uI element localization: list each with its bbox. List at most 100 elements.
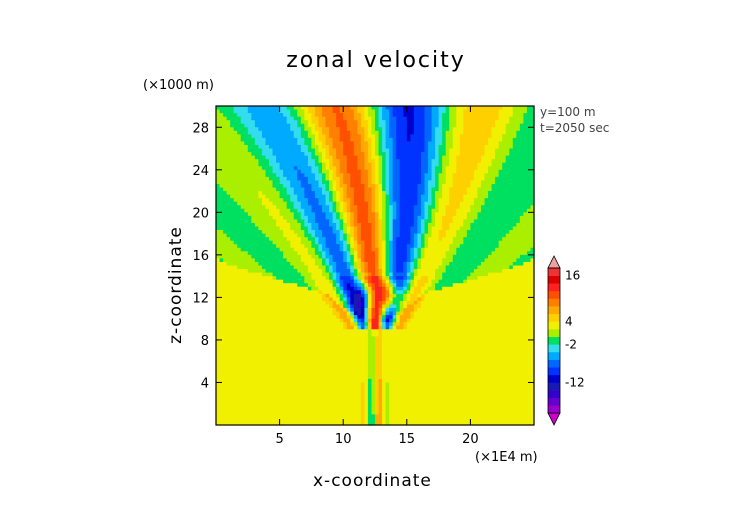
field-cell xyxy=(523,212,528,217)
field-cell xyxy=(481,194,486,199)
field-cell xyxy=(526,106,532,111)
field-cell xyxy=(502,261,507,267)
field-cell xyxy=(276,155,281,160)
field-cell xyxy=(325,180,330,185)
field-cell xyxy=(382,109,387,114)
field-cell xyxy=(491,272,496,277)
field-cell xyxy=(481,205,486,210)
field-cell xyxy=(251,265,256,270)
field-cell xyxy=(406,265,411,270)
field-cell xyxy=(371,127,376,132)
field-cell xyxy=(498,148,503,153)
field-cell xyxy=(343,166,348,171)
field-cell xyxy=(304,300,309,306)
field-cell xyxy=(244,269,249,274)
field-cell xyxy=(336,230,341,235)
field-cell xyxy=(272,219,277,224)
field-cell xyxy=(375,254,380,260)
field-cell xyxy=(498,144,503,150)
field-cell xyxy=(290,272,295,277)
field-cell xyxy=(364,194,369,199)
field-cell xyxy=(343,276,348,281)
field-cell xyxy=(367,254,373,260)
field-cell xyxy=(396,219,401,224)
field-cell xyxy=(385,269,390,274)
field-cell xyxy=(244,162,249,167)
field-cell xyxy=(219,169,224,174)
field-cell xyxy=(435,191,440,196)
field-cell xyxy=(491,261,496,267)
field-cell xyxy=(428,237,433,242)
field-cell xyxy=(247,293,252,298)
field-cell xyxy=(226,279,231,284)
field-cell xyxy=(463,116,468,121)
field-cell xyxy=(254,187,259,192)
field-cell xyxy=(413,297,418,302)
field-cell xyxy=(325,212,330,217)
field-cell xyxy=(484,183,489,189)
field-cell xyxy=(403,226,408,231)
field-cell xyxy=(283,134,288,139)
field-cell xyxy=(375,173,380,178)
field-cell xyxy=(505,208,510,213)
field-cell xyxy=(325,237,330,242)
field-cell xyxy=(269,155,274,160)
field-cell xyxy=(392,230,397,235)
field-cell xyxy=(438,261,443,267)
field-cell xyxy=(392,265,397,270)
field-cell xyxy=(261,208,267,213)
field-cell xyxy=(526,290,532,295)
field-cell xyxy=(265,134,270,139)
field-cell xyxy=(410,276,415,281)
field-cell xyxy=(403,233,408,238)
field-cell xyxy=(276,237,281,242)
field-cell xyxy=(254,201,259,206)
field-cell xyxy=(251,180,256,185)
field-cell xyxy=(314,166,320,171)
field-cell xyxy=(466,187,471,192)
field-cell xyxy=(230,254,235,260)
field-cell xyxy=(417,194,422,199)
field-cell xyxy=(473,127,479,132)
field-cell xyxy=(463,106,468,111)
field-cell xyxy=(226,173,231,178)
field-cell xyxy=(371,272,376,277)
field-cell xyxy=(276,290,281,295)
field-cell xyxy=(428,226,433,231)
field-cell xyxy=(382,219,387,224)
field-cell xyxy=(357,233,362,238)
field-cell xyxy=(502,201,507,206)
field-cell xyxy=(360,233,365,238)
field-cell xyxy=(233,212,238,217)
field-cell xyxy=(371,176,376,182)
field-cell xyxy=(240,137,245,143)
field-cell xyxy=(413,173,418,178)
field-cell xyxy=(417,297,422,302)
field-cell xyxy=(459,134,464,139)
field-cell xyxy=(336,109,341,114)
field-cell xyxy=(428,293,433,298)
field-cell xyxy=(442,162,447,167)
field-cell xyxy=(223,261,228,267)
field-cell xyxy=(350,120,355,125)
field-cell xyxy=(456,212,461,217)
field-cell xyxy=(459,176,464,182)
field-cell xyxy=(406,254,411,260)
field-cell xyxy=(385,261,390,267)
field-cell xyxy=(375,258,380,263)
field-cell xyxy=(357,286,362,291)
field-cell xyxy=(495,215,500,221)
field-cell xyxy=(269,293,274,298)
field-cell xyxy=(526,191,532,196)
field-cell xyxy=(367,222,373,228)
field-cell xyxy=(523,148,528,153)
field-cell xyxy=(258,247,263,252)
field-cell xyxy=(512,130,517,135)
field-cell xyxy=(290,222,295,228)
field-cell xyxy=(382,116,387,121)
field-cell xyxy=(498,187,503,192)
field-cell xyxy=(364,237,369,242)
field-cell xyxy=(473,194,479,199)
field-cell xyxy=(332,116,337,121)
field-cell xyxy=(396,205,401,210)
